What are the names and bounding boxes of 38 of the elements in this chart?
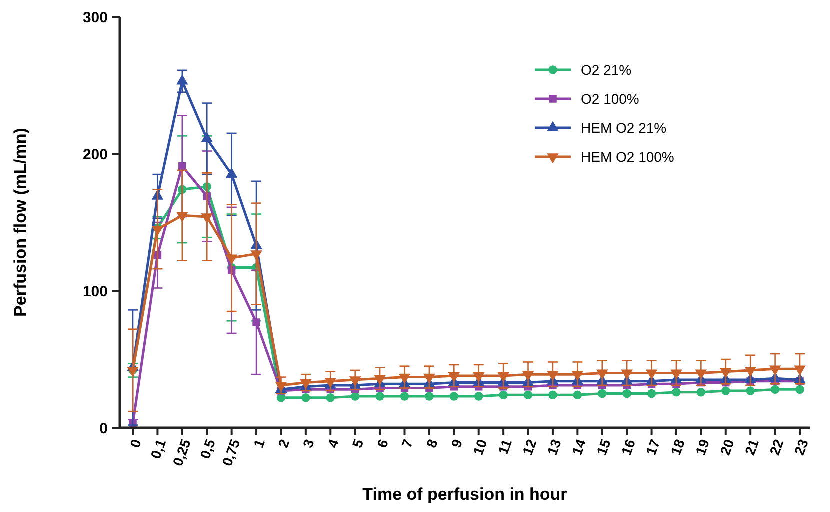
x-tick-label: 16 [618, 437, 639, 458]
x-tick-label: 18 [668, 437, 688, 458]
x-tick-label: 6 [374, 437, 392, 450]
x-tick-label: 20 [716, 437, 738, 458]
x-tick-label: 10 [470, 437, 490, 458]
x-tick-label: 22 [766, 437, 787, 458]
x-tick-label: 12 [519, 437, 540, 458]
legend-label: HEM O2 21% [581, 120, 667, 136]
y-tick-label: 0 [100, 420, 108, 438]
x-tick-label: 21 [742, 437, 762, 458]
x-tick-label: 15 [593, 437, 614, 458]
x-tick-label: 0 [126, 437, 144, 450]
x-tick-label: 17 [642, 437, 664, 458]
x-tick-label: 13 [544, 437, 564, 458]
x-tick-label: 0,75 [218, 437, 244, 468]
y-tick-label: 100 [82, 283, 108, 300]
x-axis-title: Time of perfusion in hour [362, 485, 568, 504]
x-tick-label: 0,5 [196, 437, 219, 461]
x-tick-label: 14 [568, 437, 590, 458]
x-tick-label: 8 [423, 437, 441, 450]
y-axis-title: Perfusion flow (mL/mn) [11, 128, 30, 317]
x-tick-label: 19 [692, 437, 713, 458]
x-tick-label: 1 [250, 437, 268, 450]
x-tick-label: 2 [274, 437, 293, 450]
x-tick-label: 4 [324, 437, 342, 450]
x-tick-label: 7 [398, 437, 416, 450]
x-tick-label: 23 [791, 437, 812, 458]
legend-label: HEM O2 100% [581, 148, 674, 165]
x-tick-label: 3 [300, 437, 318, 450]
x-tick-label: 9 [448, 437, 466, 450]
legend-label: O2 21% [581, 62, 632, 78]
legend-label: O2 100% [581, 90, 640, 107]
y-tick-label: 300 [82, 9, 108, 26]
y-tick-label: 200 [82, 146, 108, 164]
x-tick-label: 5 [349, 437, 367, 450]
x-tick-label: 0,25 [169, 437, 194, 468]
x-tick-label: 11 [494, 437, 516, 457]
x-tick-label: 0,1 [147, 437, 170, 461]
